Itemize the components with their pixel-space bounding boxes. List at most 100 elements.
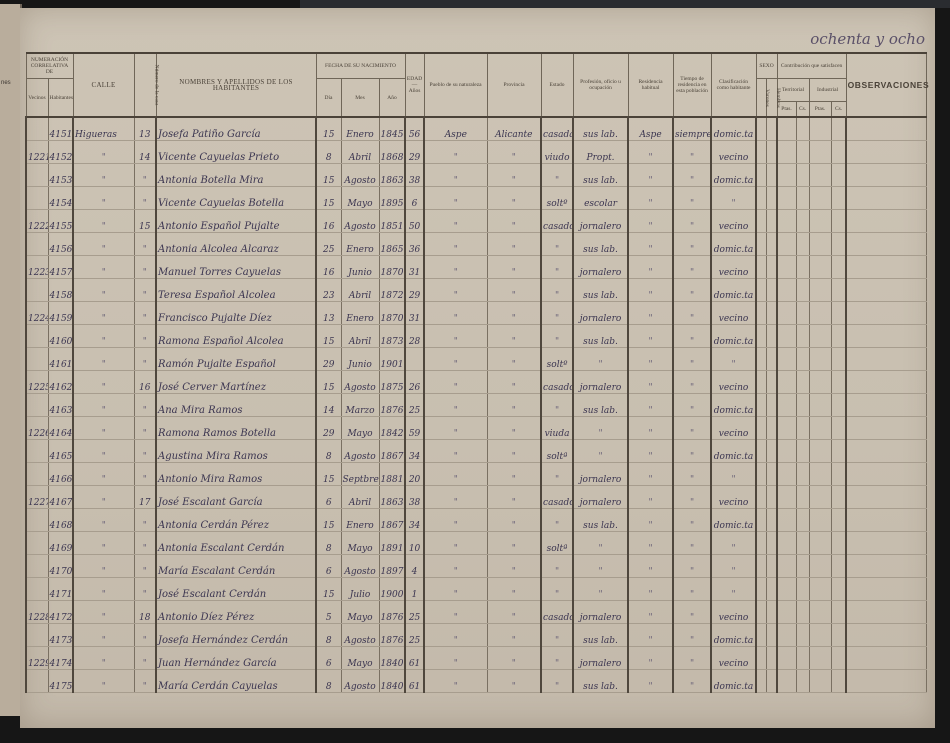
- cell-tiempo-residencia: ": [672, 462, 712, 486]
- cell-empty: [765, 255, 778, 279]
- cell-empty: [776, 324, 797, 348]
- cell-estado: viudo: [540, 140, 574, 164]
- cell-birth-month: Agosto: [340, 623, 380, 647]
- cell-clasificacion: domic.ta: [710, 117, 757, 141]
- cell-empty: [830, 577, 847, 601]
- cell-empty: [808, 393, 832, 417]
- cell-clasificacion: domic.ta: [710, 232, 757, 256]
- cell-casa-number: ": [133, 301, 157, 325]
- cell-habitante-number: 4168: [47, 508, 74, 532]
- cell-vecino-number: 1227: [25, 485, 49, 509]
- cell-full-name: Antonio Español Pujalte: [155, 209, 317, 233]
- cell-empty: [845, 232, 927, 256]
- cell-empty: [830, 301, 847, 325]
- cell-birth-year: 1875: [378, 370, 406, 394]
- cell-tiempo-residencia: ": [672, 669, 712, 693]
- cell-empty: [830, 347, 847, 371]
- cell-empty: [830, 163, 847, 187]
- cell-birth-year: 1867: [378, 508, 406, 532]
- cell-birth-day: 15: [315, 163, 342, 187]
- cell-casa-number: ": [133, 577, 157, 601]
- cell-empty: [765, 462, 778, 486]
- cell-tiempo-residencia: siempre: [672, 117, 712, 141]
- cell-provincia: ": [486, 600, 542, 624]
- cell-empty: [765, 485, 778, 509]
- census-table: NUMERACIÓN CORRELATIVA DE CALLE Número d…: [25, 52, 929, 693]
- cell-calle: ": [72, 600, 135, 624]
- cell-birth-month: Abril: [340, 278, 380, 302]
- cell-calle: ": [72, 531, 135, 555]
- cell-empty: [776, 347, 797, 371]
- cell-pueblo: ": [423, 370, 488, 394]
- cell-habitante-number: 4151: [47, 117, 74, 141]
- cell-empty: [755, 393, 767, 417]
- cell-empty: [808, 508, 832, 532]
- cell-calle: ": [72, 370, 135, 394]
- cell-full-name: Ramona Español Alcolea: [155, 324, 317, 348]
- cell-empty: [776, 508, 797, 532]
- cell-empty: [845, 485, 927, 509]
- cell-empty: [765, 669, 778, 693]
- cell-pueblo: ": [423, 439, 488, 463]
- cell-empty: [755, 301, 767, 325]
- cell-empty: [830, 416, 847, 440]
- cell-empty: [808, 140, 832, 164]
- cell-age: 50: [404, 209, 425, 233]
- cell-habitante-number: 4160: [47, 324, 74, 348]
- cell-calle: ": [72, 140, 135, 164]
- cell-empty: [795, 347, 810, 371]
- cell-age: 31: [404, 255, 425, 279]
- cell-calle: ": [72, 301, 135, 325]
- cell-vecino-number: 1223: [25, 255, 49, 279]
- cell-estado: soltº: [540, 186, 574, 210]
- cell-empty: [808, 462, 832, 486]
- cell-age: 34: [404, 508, 425, 532]
- cell-empty: [830, 232, 847, 256]
- cell-residencia: ": [627, 600, 674, 624]
- cell-birth-day: 15: [315, 508, 342, 532]
- table-row: 4163 " " Ana Mira Ramos 14 Marzo 1876 25 " " " sus …: [25, 393, 927, 417]
- cell-full-name: José Escalant Cerdán: [155, 577, 317, 601]
- cell-estado: casado: [540, 485, 574, 509]
- cell-pueblo: ": [423, 646, 488, 670]
- cell-tiempo-residencia: ": [672, 301, 712, 325]
- header-mes: Mes: [340, 78, 380, 118]
- cell-profesion: ": [572, 531, 629, 555]
- cell-empty: [755, 508, 767, 532]
- cell-empty: [765, 370, 778, 394]
- cell-casa-number: 17: [133, 485, 157, 509]
- cell-pueblo: Aspe: [423, 117, 488, 141]
- cell-empty: [845, 439, 927, 463]
- cell-full-name: Josefa Hernández Cerdán: [155, 623, 317, 647]
- cell-empty: [830, 554, 847, 578]
- header-dia: Día: [315, 78, 342, 118]
- cell-clasificacion: domic.ta: [710, 623, 757, 647]
- cell-calle: ": [72, 232, 135, 256]
- cell-tiempo-residencia: ": [672, 531, 712, 555]
- cell-birth-day: 8: [315, 531, 342, 555]
- cell-birth-year: 1870: [378, 255, 406, 279]
- cell-empty: [776, 462, 797, 486]
- cell-empty: [845, 554, 927, 578]
- cell-residencia: ": [627, 278, 674, 302]
- cell-clasificacion: domic.ta: [710, 324, 757, 348]
- cell-birth-day: 8: [315, 669, 342, 693]
- cell-full-name: Antonia Escalant Cerdán: [155, 531, 317, 555]
- cell-empty: [795, 508, 810, 532]
- cell-tiempo-residencia: ": [672, 393, 712, 417]
- header-estado: Estado: [540, 52, 574, 118]
- cell-empty: [776, 554, 797, 578]
- cell-profesion: jornalero: [572, 209, 629, 233]
- cell-tiempo-residencia: ": [672, 485, 712, 509]
- cell-empty: [795, 485, 810, 509]
- cell-empty: [776, 669, 797, 693]
- cell-casa-number: ": [133, 416, 157, 440]
- cell-residencia: ": [627, 577, 674, 601]
- cell-birth-year: 1876: [378, 393, 406, 417]
- cell-birth-month: Agosto: [340, 163, 380, 187]
- cell-calle: ": [72, 163, 135, 187]
- cell-empty: [795, 163, 810, 187]
